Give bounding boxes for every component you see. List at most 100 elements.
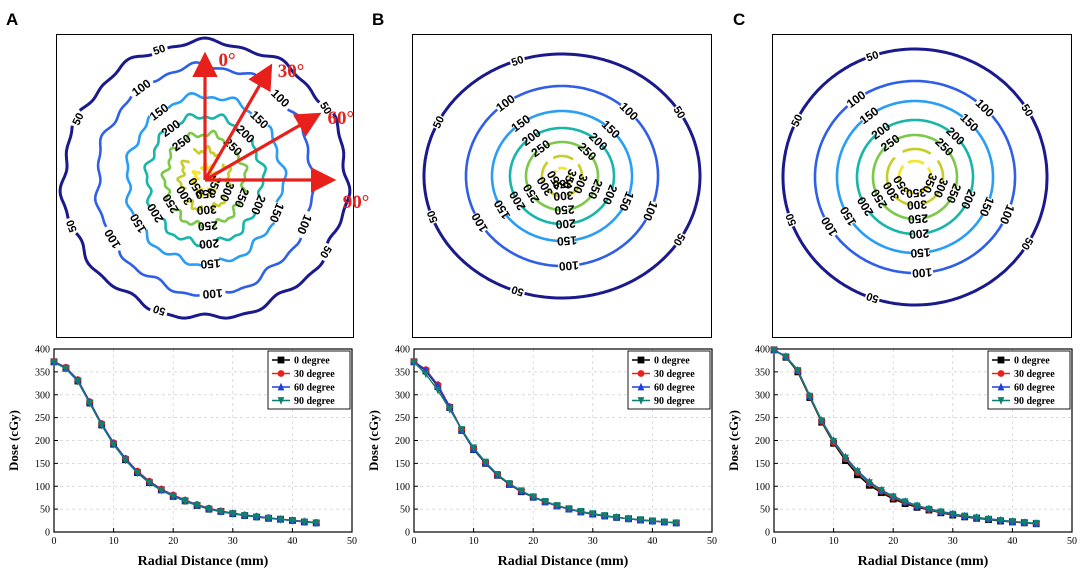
- contour-line-200: [867, 210, 913, 236]
- legend-entry: 30 degree: [294, 369, 335, 380]
- y-tick-label: 250: [395, 413, 410, 424]
- contour-line-100: [117, 250, 200, 297]
- contour-line-250: [185, 129, 230, 146]
- data-point: [961, 512, 969, 521]
- contour-line-150: [928, 213, 985, 254]
- contour-line-200: [519, 204, 561, 226]
- data-point: [854, 468, 861, 476]
- data-point: [973, 514, 981, 523]
- contour-line-350: [552, 169, 558, 180]
- contour-line-150: [851, 222, 912, 255]
- contour-line-300: [546, 188, 561, 198]
- x-axis-label: Radial Distance (mm): [858, 554, 989, 569]
- x-tick-label: 50: [707, 536, 717, 547]
- y-tick-label: 300: [395, 390, 410, 401]
- contour-line-250: [532, 195, 561, 212]
- x-tick-label: 0: [52, 536, 57, 547]
- data-point: [205, 505, 213, 514]
- contour-label-150: 150: [976, 195, 997, 219]
- data-point: [86, 400, 94, 408]
- data-point: [169, 492, 177, 501]
- data-point: [241, 512, 249, 520]
- contour-label-300: 300: [906, 197, 927, 212]
- y-tick-label: 350: [35, 367, 50, 378]
- contour-line-50: [166, 259, 325, 320]
- data-point: [625, 515, 632, 523]
- data-point: [794, 367, 802, 375]
- contour-line-100: [513, 84, 622, 106]
- contour-line-100: [813, 105, 849, 218]
- legend-entry: 30 degree: [654, 369, 695, 380]
- data-point: [122, 456, 129, 465]
- y-tick-label: 100: [395, 482, 410, 493]
- contour-line-100: [864, 79, 978, 103]
- data-point: [229, 510, 237, 518]
- contour-line-250: [880, 201, 914, 221]
- contour-line-150: [505, 214, 560, 243]
- legend-marker: [637, 397, 645, 405]
- contour-line-50: [682, 117, 702, 235]
- data-point: [672, 519, 680, 528]
- contour-line-50: [78, 53, 153, 112]
- contour-line-100: [225, 237, 303, 294]
- contour-line-350: [567, 170, 572, 179]
- contour-label-100: 100: [640, 199, 661, 223]
- contour-label-350: 350: [552, 176, 573, 191]
- contour-line-250: [588, 153, 600, 187]
- contour-label-100: 100: [294, 212, 315, 236]
- legend-marker: [277, 356, 285, 364]
- contour-line-350: [918, 184, 930, 194]
- data-point: [312, 519, 320, 528]
- data-point: [889, 493, 897, 501]
- contour-line-200: [214, 211, 257, 243]
- contour-line-350: [926, 166, 933, 181]
- legend-marker: [637, 382, 645, 391]
- y-tick-label: 350: [755, 367, 770, 378]
- x-tick-label: 10: [829, 536, 839, 547]
- data-point: [842, 454, 849, 463]
- contour-line-300: [892, 194, 913, 207]
- contour-line-300: [902, 147, 932, 155]
- contour-label-100: 100: [997, 202, 1018, 226]
- contour-line-100: [932, 223, 1004, 273]
- legend-entry: 30 degree: [1014, 369, 1055, 380]
- data-point: [470, 444, 477, 453]
- contour-line-250: [871, 145, 888, 196]
- contour-label-50: 50: [789, 113, 805, 129]
- data-point: [410, 358, 418, 367]
- contour-line-50: [524, 244, 677, 300]
- contour-label-50: 50: [431, 114, 447, 130]
- y-tick-label: 150: [35, 459, 50, 470]
- contour-line-50: [325, 112, 352, 244]
- contour-label-100: 100: [268, 86, 292, 110]
- contour-line-100: [93, 95, 133, 228]
- contour-line-100: [152, 61, 271, 92]
- contour-line-100: [635, 117, 660, 203]
- data-point: [1032, 519, 1040, 528]
- contour-line-150: [974, 127, 995, 200]
- y-tick-label: 50: [400, 505, 410, 516]
- contour-label-250: 250: [554, 202, 575, 217]
- contour-line-100: [579, 219, 647, 266]
- data-point: [589, 510, 597, 518]
- series-90-degree: [770, 346, 1040, 528]
- y-axis-label: Dose (cGy): [6, 410, 21, 471]
- y-axis-label: Dose (cGy): [726, 410, 741, 471]
- data-point: [110, 441, 117, 449]
- legend-entry: 0 degree: [294, 356, 330, 367]
- legend-entry: 0 degree: [1014, 356, 1050, 367]
- angle-label-30: 30°: [278, 61, 305, 82]
- x-axis-label: Radial Distance (mm): [138, 554, 269, 569]
- legend-marker: [277, 382, 285, 391]
- contour-line-100: [991, 115, 1017, 205]
- contour-line-150: [267, 124, 288, 203]
- data-point: [553, 502, 561, 510]
- data-point: [217, 508, 225, 517]
- x-tick-label: 20: [168, 536, 178, 547]
- data-point: [145, 479, 153, 488]
- contour-label-300: 300: [196, 202, 217, 217]
- contour-line-50: [167, 36, 321, 104]
- contour-label-50: 50: [71, 111, 87, 127]
- contour-label-250: 250: [197, 218, 218, 233]
- contour-line-50: [878, 248, 1025, 307]
